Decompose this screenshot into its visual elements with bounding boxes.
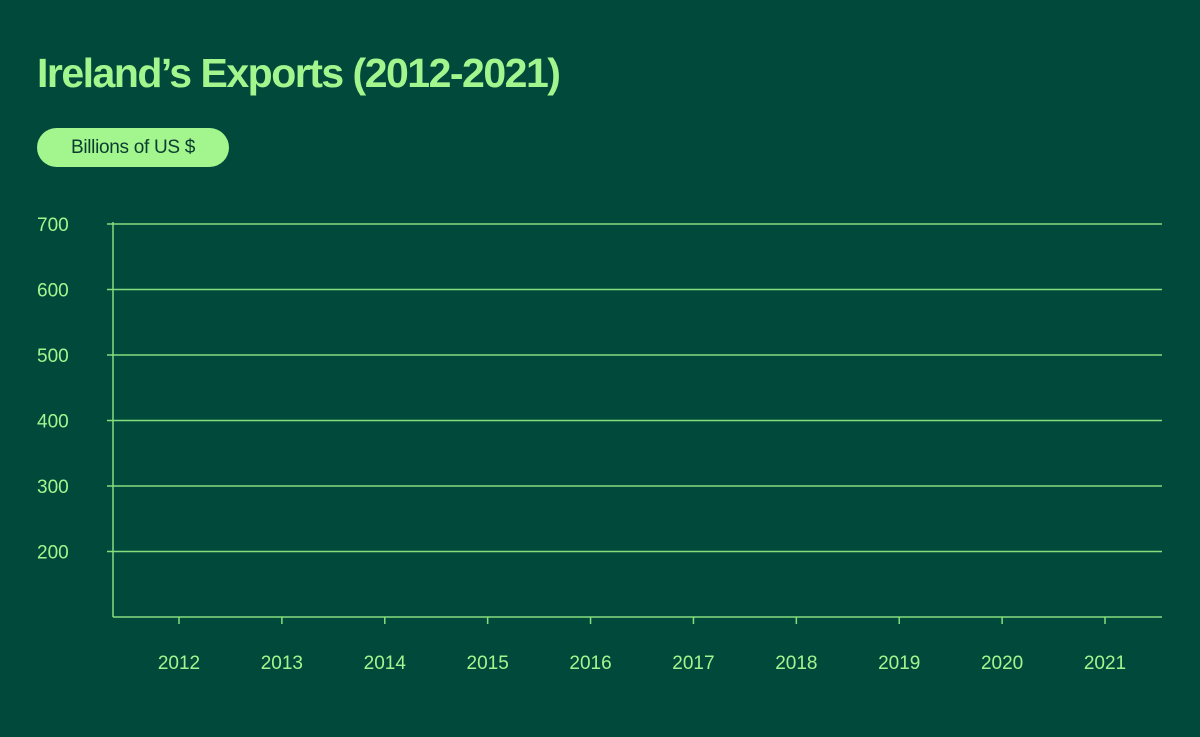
chart-title: Ireland’s Exports (2012-2021): [37, 50, 561, 96]
x-tick-label: 2016: [569, 653, 611, 674]
y-tick-label: 300: [37, 477, 69, 498]
y-tick-label: 600: [37, 281, 69, 302]
x-tick-label: 2020: [981, 653, 1023, 674]
x-tick-label: 2014: [364, 653, 407, 674]
y-tick-label: 500: [37, 346, 69, 367]
y-tick-label: 700: [37, 215, 69, 236]
x-tick-label: 2018: [775, 653, 817, 674]
x-tick-label: 2015: [467, 653, 509, 674]
x-tick-label: 2013: [261, 653, 303, 674]
x-tick-label: 2019: [878, 653, 920, 674]
x-tick-label: 2012: [158, 653, 200, 674]
y-tick-label: 200: [37, 543, 69, 564]
x-tick-label: 2021: [1084, 653, 1126, 674]
unit-badge: Billions of US $: [37, 128, 229, 167]
y-tick-label: 400: [37, 412, 69, 433]
x-tick-label: 2017: [672, 653, 714, 674]
